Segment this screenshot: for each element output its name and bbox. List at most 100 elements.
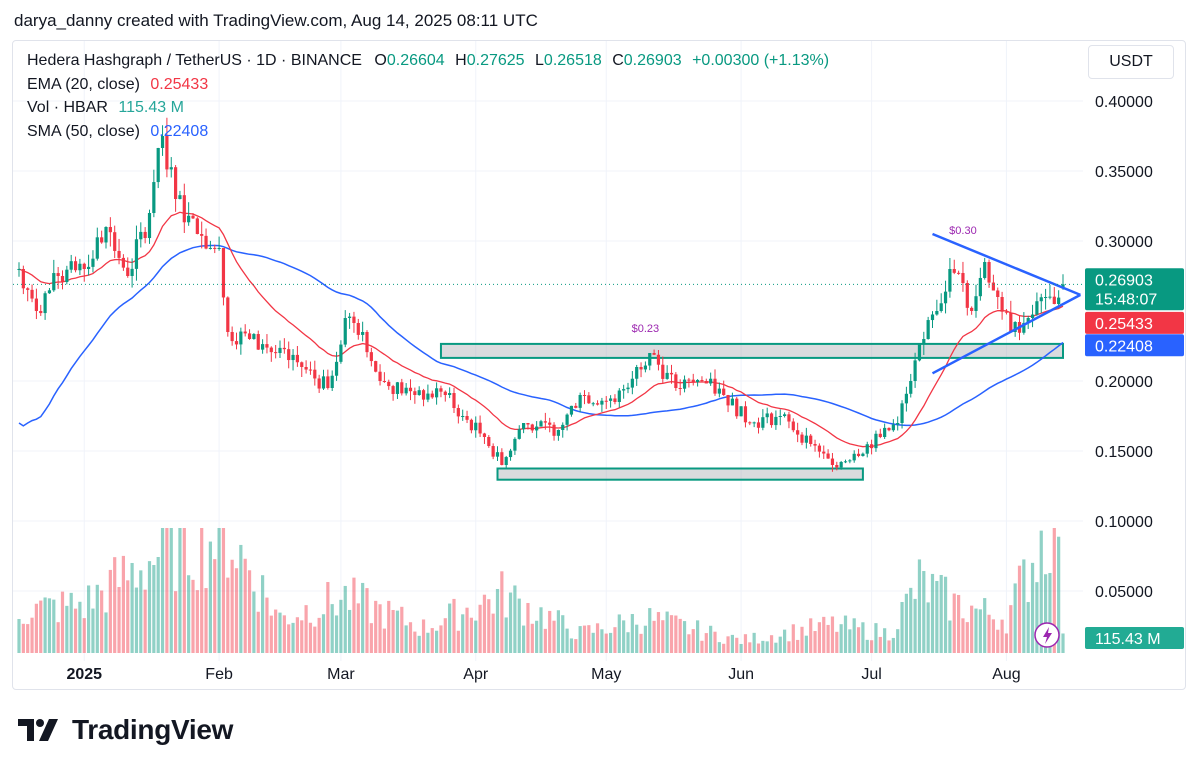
candle-body: [39, 311, 43, 314]
candle-body: [804, 435, 808, 443]
candle-body: [591, 403, 595, 405]
candle-body: [126, 267, 130, 276]
volume-bar: [922, 571, 926, 653]
candle-body: [308, 369, 313, 371]
volume-bar: [435, 630, 439, 653]
candle-body: [478, 422, 482, 434]
volume-bar: [234, 568, 239, 653]
x-axis-tick-label: 2025: [66, 666, 102, 683]
y-axis-tick-label: 0.35000: [1095, 164, 1153, 181]
volume-bar: [30, 617, 34, 653]
candle-body: [495, 452, 500, 457]
volume-bar: [613, 627, 617, 653]
candle-body: [643, 365, 647, 370]
volume-bar: [482, 594, 487, 653]
volume-bar: [213, 559, 217, 653]
candle-body: [852, 453, 856, 461]
candle-body: [817, 445, 821, 452]
ema-badge-text: 0.25433: [1095, 316, 1153, 333]
volume-bar: [817, 622, 821, 653]
candle-body: [669, 372, 674, 375]
volume-bar: [156, 557, 160, 653]
candle-body: [60, 276, 65, 283]
price-chart[interactable]: $0.30 $0.23 0.40000 0.35000 0.30000 0.20000 0.…: [13, 41, 1186, 690]
currency-button[interactable]: USDT: [1088, 45, 1174, 79]
volume-bar: [1057, 536, 1061, 653]
sma-row[interactable]: SMA (50, close) 0.22408: [27, 120, 829, 144]
candle-body: [987, 262, 991, 283]
candle-body: [769, 413, 774, 426]
candle-body: [73, 261, 78, 271]
volume-bar: [348, 609, 352, 653]
candle-body: [617, 390, 621, 402]
candle-body: [970, 307, 974, 311]
volume-bar: [147, 561, 152, 653]
volume-bar: [330, 604, 334, 653]
volume-bar: [713, 631, 717, 653]
candle-body: [735, 398, 739, 417]
candle-body: [756, 422, 761, 428]
volume-bar: [878, 636, 882, 653]
volume-bar: [843, 615, 848, 653]
candle-body: [687, 379, 691, 381]
volume-bar: [352, 577, 356, 653]
volume-bar: [874, 623, 878, 653]
candle-body: [52, 273, 56, 291]
volume-bar: [204, 588, 208, 653]
candle-body: [682, 379, 687, 389]
candle-body: [47, 290, 52, 294]
candle-body: [426, 393, 430, 400]
volume-bar: [56, 622, 60, 653]
volume-bar: [278, 612, 282, 653]
candle-body: [195, 218, 199, 234]
y-axis-tick-label: 0.10000: [1095, 514, 1153, 531]
volume-bar: [743, 634, 748, 653]
candle-body: [791, 421, 795, 431]
candle-body: [200, 234, 204, 236]
candle-body: [295, 354, 299, 363]
volume-row[interactable]: Vol · HBAR 115.43 M: [27, 96, 829, 120]
candle-body: [356, 323, 360, 335]
tradingview-wordmark: TradingView: [72, 714, 234, 745]
volume-bar: [108, 569, 112, 653]
candle-body: [504, 457, 508, 465]
symbol-title[interactable]: Hedera Hashgraph / TetherUS · 1D · BINAN…: [27, 52, 362, 69]
candle-body: [913, 360, 917, 381]
candle-body: [213, 247, 217, 249]
volume-bar: [822, 616, 826, 653]
candle-body: [622, 389, 626, 391]
candle-body: [548, 422, 552, 425]
volume-bar: [395, 610, 400, 653]
volume-bar: [134, 587, 139, 653]
candle-body: [395, 382, 400, 394]
volume-bar: [891, 637, 895, 653]
tradingview-logo[interactable]: TradingView: [18, 714, 233, 746]
candle-body: [152, 182, 156, 213]
candle-body: [700, 379, 704, 381]
volume-bar: [930, 573, 935, 653]
candle-body: [361, 332, 365, 335]
candle-body: [160, 136, 165, 148]
volume-bar: [1035, 582, 1039, 653]
volume-bar: [835, 631, 839, 653]
candle-body: [156, 147, 160, 183]
volume-bar: [52, 599, 56, 653]
volume-bar: [600, 629, 604, 653]
volume-bar: [221, 528, 226, 653]
volume-bar: [904, 593, 908, 653]
volume-bar: [265, 597, 269, 653]
volume-bar: [504, 617, 508, 653]
candle-body: [404, 387, 408, 394]
volume-bar: [1061, 633, 1065, 653]
ema-row[interactable]: EMA (20, close) 0.25433: [27, 73, 829, 97]
candle-body: [1022, 322, 1026, 333]
candle-body: [535, 426, 539, 431]
volume-bar: [548, 610, 552, 653]
chart-frame[interactable]: $0.30 $0.23 0.40000 0.35000 0.30000 0.20000 0.…: [12, 40, 1186, 690]
volume-bar: [374, 600, 378, 653]
candle-body: [917, 344, 922, 361]
candle-body: [1039, 297, 1043, 302]
volume-bar: [704, 633, 708, 653]
volume-bar: [139, 570, 143, 653]
candle-body: [639, 367, 643, 370]
